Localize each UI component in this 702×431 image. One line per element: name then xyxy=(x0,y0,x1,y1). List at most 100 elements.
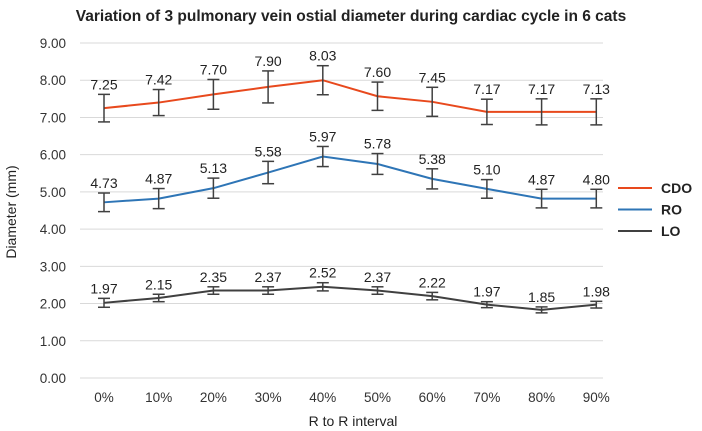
error-bar xyxy=(207,286,220,295)
data-label: 7.17 xyxy=(473,81,500,97)
x-axis-ticks: 0% 10% 20% 30% 40% 50% 60% 70% 80% 90% xyxy=(94,390,610,405)
error-bar xyxy=(590,98,603,126)
data-label: 5.10 xyxy=(473,162,500,178)
y-tick-label: 6.00 xyxy=(40,148,66,163)
x-tick-label: 40% xyxy=(309,390,336,405)
x-tick-label: 20% xyxy=(200,390,227,405)
y-tick-label: 0.00 xyxy=(40,371,66,386)
y-tick-label: 2.00 xyxy=(40,297,66,312)
error-bar xyxy=(98,93,110,123)
error-bar xyxy=(207,177,220,199)
data-label: 2.37 xyxy=(254,269,281,285)
y-tick-label: 3.00 xyxy=(40,259,66,274)
error-bar xyxy=(426,86,439,118)
y-axis-ticks: 0.00 1.00 2.00 3.00 4.00 5.00 6.00 7.00 8.00 9.00 xyxy=(40,36,66,386)
error-bar xyxy=(426,291,439,301)
data-label: 7.60 xyxy=(364,64,391,80)
legend-label: CDO xyxy=(661,180,692,196)
x-tick-label: 10% xyxy=(145,390,172,405)
y-tick-label: 4.00 xyxy=(40,222,66,237)
series-cdo: 7.25 7.42 7.70 7.90 8.03 7.60 7.45 7.17 7.17 7.13 xyxy=(90,48,610,126)
data-label: 1.85 xyxy=(528,289,555,305)
error-bar xyxy=(262,160,275,185)
error-bar xyxy=(371,152,384,176)
data-label: 1.97 xyxy=(473,284,500,300)
data-label: 4.80 xyxy=(583,171,610,187)
error-bar xyxy=(152,187,165,210)
error-bar xyxy=(535,98,548,126)
error-bar xyxy=(371,286,384,295)
error-bar xyxy=(207,78,220,111)
data-label: 7.70 xyxy=(200,61,227,77)
error-bar xyxy=(590,188,603,209)
error-bar xyxy=(426,168,439,190)
error-bar xyxy=(98,192,110,213)
error-bar xyxy=(98,297,110,309)
error-bar xyxy=(262,70,275,104)
x-tick-label: 70% xyxy=(473,390,500,405)
grid xyxy=(80,42,603,379)
x-axis-label: R to R interval xyxy=(309,413,398,429)
error-bar xyxy=(535,188,548,209)
data-label: 5.13 xyxy=(200,160,227,176)
x-tick-label: 0% xyxy=(94,390,114,405)
data-label: 5.78 xyxy=(364,136,391,152)
error-bar xyxy=(371,81,384,112)
data-label: 4.73 xyxy=(90,175,117,191)
data-label: 7.45 xyxy=(419,69,446,85)
series-lo: 1.97 2.15 2.35 2.37 2.52 2.37 2.22 1.97 1.85 1.98 xyxy=(90,265,610,314)
data-label: 2.37 xyxy=(364,269,391,285)
data-label: 1.98 xyxy=(583,283,610,299)
x-tick-label: 60% xyxy=(419,390,446,405)
legend-item-lo: LO xyxy=(618,223,681,239)
data-label: 5.58 xyxy=(254,143,281,159)
x-tick-label: 80% xyxy=(528,390,555,405)
legend-label: LO xyxy=(661,223,681,239)
y-tick-label: 7.00 xyxy=(40,110,66,125)
error-bar xyxy=(316,281,329,292)
data-label: 4.87 xyxy=(528,171,555,187)
data-label: 2.35 xyxy=(200,269,227,285)
series-line-lo xyxy=(103,285,597,311)
error-bar xyxy=(316,145,329,168)
x-tick-label: 50% xyxy=(364,390,391,405)
error-bar xyxy=(480,178,493,199)
data-label: 2.52 xyxy=(309,265,336,281)
series-line-ro xyxy=(103,155,597,204)
legend-item-cdo: CDO xyxy=(618,180,692,196)
data-label: 7.90 xyxy=(254,53,281,69)
legend-item-ro: RO xyxy=(618,202,682,218)
series: 7.25 7.42 7.70 7.90 8.03 7.60 7.45 7.17 7.17 7.13… xyxy=(90,48,610,314)
data-label: 7.13 xyxy=(583,81,610,97)
data-label: 2.22 xyxy=(419,274,446,290)
data-label: 8.03 xyxy=(309,48,336,64)
data-label: 7.42 xyxy=(145,72,172,88)
series-line-cdo xyxy=(103,79,597,113)
error-bar xyxy=(590,300,603,309)
y-tick-label: 5.00 xyxy=(40,185,66,200)
data-label: 2.15 xyxy=(145,276,172,292)
data-label: 5.38 xyxy=(419,151,446,167)
data-label: 7.17 xyxy=(528,81,555,97)
error-bar xyxy=(152,88,165,117)
chart-title: Variation of 3 pulmonary vein ostial dia… xyxy=(76,8,626,25)
y-axis-label: Diameter (mm) xyxy=(3,165,19,258)
error-bar xyxy=(535,306,548,314)
y-tick-label: 1.00 xyxy=(40,334,66,349)
error-bar xyxy=(262,286,275,295)
data-label: 7.25 xyxy=(90,76,117,92)
data-label: 5.97 xyxy=(309,128,336,144)
error-bar xyxy=(480,300,493,309)
error-bar xyxy=(152,293,165,303)
x-tick-label: 30% xyxy=(255,390,282,405)
legend: CDO RO LO xyxy=(618,180,692,239)
y-tick-label: 9.00 xyxy=(40,36,66,51)
data-label: 1.97 xyxy=(90,280,117,296)
x-tick-label: 90% xyxy=(583,390,610,405)
legend-label: RO xyxy=(661,202,682,218)
error-bar xyxy=(316,64,329,96)
data-label: 4.87 xyxy=(145,171,172,187)
